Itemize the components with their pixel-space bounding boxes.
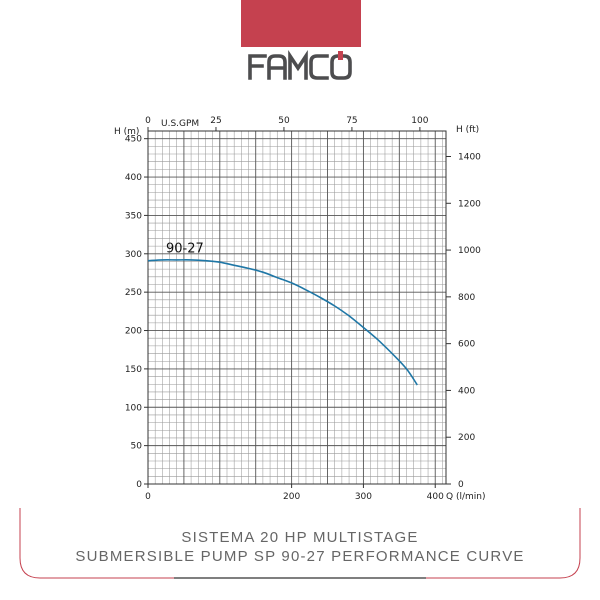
right-tick-label: 400 — [458, 386, 475, 396]
top-tick-label: 100 — [411, 116, 428, 126]
top-tick-label: 0 — [145, 116, 151, 126]
caption-line-1: SISTEMA 20 HP MULTISTAGE — [181, 529, 419, 546]
left-tick-label: 350 — [125, 211, 142, 221]
top-tick-label: 50 — [278, 116, 290, 126]
right-axis-ticks: 0 200 400 600 800 1000 1200 1400 — [446, 152, 481, 490]
top-tick-label: 25 — [210, 116, 221, 126]
grid-minor — [148, 131, 446, 484]
bottom-tick-label: 400 — [427, 492, 444, 500]
left-axis-ticks: 0 50 100 150 200 250 300 350 400 450 — [125, 135, 148, 490]
left-tick-label: 0 — [136, 480, 142, 490]
right-tick-label: 200 — [458, 433, 475, 443]
right-tick-label: 1400 — [458, 152, 481, 162]
top-tick-label: 75 — [346, 116, 357, 126]
series-group: 90-27 — [147, 242, 418, 386]
left-tick-label: 450 — [125, 135, 142, 145]
left-tick-label: 100 — [125, 403, 142, 413]
left-axis-title: H (m) — [114, 127, 139, 137]
bottom-tick-label: 0 — [145, 492, 151, 500]
left-tick-label: 150 — [125, 365, 142, 375]
grid-major — [147, 131, 446, 485]
famco-logo — [0, 48, 600, 82]
brand-color-band — [241, 0, 361, 47]
top-axis-title: U.S.GPM — [161, 119, 199, 129]
top-axis-ticks: 0 25 50 75 100 — [145, 116, 429, 131]
left-tick-label: 300 — [125, 250, 142, 260]
right-tick-label: 800 — [458, 293, 475, 303]
bottom-tick-label: 300 — [355, 492, 372, 500]
right-tick-label: 1000 — [458, 246, 481, 256]
series-label-90-27: 90-27 — [166, 242, 204, 257]
right-tick-label: 600 — [458, 340, 475, 350]
left-tick-label: 250 — [125, 288, 142, 298]
series-line-90-27 — [147, 259, 418, 386]
caption-line-2: SUBMERSIBLE PUMP SP 90-27 PERFORMANCE CU… — [75, 548, 525, 565]
bottom-tick-label: 200 — [283, 492, 300, 500]
plot-border — [147, 130, 447, 485]
bottom-axis-ticks: 0 200 300 400 — [145, 484, 444, 500]
right-tick-label: 1200 — [458, 199, 481, 209]
famco-logo-mark — [248, 50, 352, 80]
left-tick-label: 400 — [125, 173, 142, 183]
left-tick-label: 200 — [125, 327, 142, 337]
right-axis-title: H (ft) — [456, 125, 479, 135]
right-tick-label: 0 — [458, 480, 464, 490]
bottom-axis-title: Q (l/min) — [446, 492, 485, 500]
left-tick-label: 50 — [131, 442, 143, 452]
